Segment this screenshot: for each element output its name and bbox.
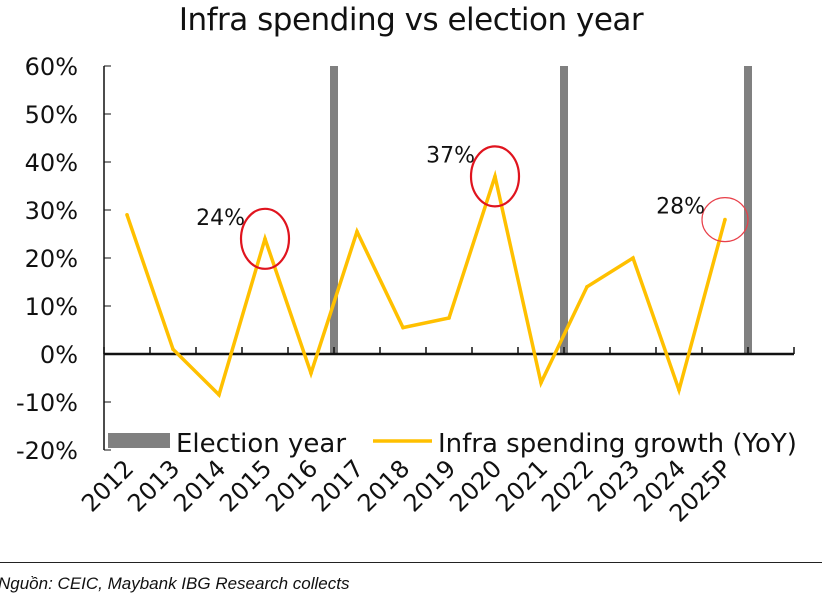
x-tick-label: 2013 bbox=[122, 454, 185, 517]
annotation-circle-2020 bbox=[469, 145, 521, 208]
x-tick-label: 2015 bbox=[214, 454, 277, 517]
legend-label-election-year: Election year bbox=[176, 429, 346, 459]
x-tick-label: 2022 bbox=[536, 454, 599, 517]
election-bar-2025P bbox=[744, 66, 752, 354]
data-point-2019 bbox=[447, 316, 451, 320]
source-note: Nguồn: CEIC, Maybank IBG Research collec… bbox=[0, 574, 350, 593]
y-tick-label: 50% bbox=[25, 101, 78, 129]
data-point-2015 bbox=[263, 237, 267, 241]
x-tick-label: 2014 bbox=[168, 454, 231, 517]
source-divider bbox=[0, 562, 822, 563]
x-tick-label: 2023 bbox=[582, 454, 645, 517]
data-point-2024 bbox=[677, 388, 681, 392]
annotation-label-2020: 37% bbox=[426, 143, 475, 168]
data-point-2021 bbox=[539, 381, 543, 385]
y-tick-label: 30% bbox=[25, 197, 78, 225]
series-line-infra-spending bbox=[125, 169, 727, 399]
y-tick-label: -20% bbox=[16, 437, 78, 465]
election-bar-2021 bbox=[560, 66, 568, 354]
data-point-2022 bbox=[585, 285, 589, 289]
data-point-2018 bbox=[401, 325, 405, 330]
data-point-2020 bbox=[493, 174, 497, 179]
data-point-2016 bbox=[309, 371, 313, 376]
data-point-2014 bbox=[217, 393, 221, 397]
x-tick-label: 2019 bbox=[398, 454, 461, 517]
data-point-2025P bbox=[723, 217, 727, 222]
y-tick-label: 40% bbox=[25, 149, 78, 177]
annotation-circle-2025P bbox=[701, 197, 749, 243]
y-tick-label: 10% bbox=[25, 293, 78, 321]
x-tick-label: 2016 bbox=[260, 454, 323, 517]
x-tick-label: 2020 bbox=[444, 454, 507, 517]
data-point-2012 bbox=[125, 213, 129, 217]
election-bar-2016 bbox=[330, 66, 338, 354]
data-point-2017 bbox=[355, 229, 359, 234]
x-tick-label: 2021 bbox=[490, 454, 553, 517]
data-point-2023 bbox=[631, 256, 635, 260]
x-tick-label: 2012 bbox=[76, 454, 139, 517]
x-tick-label: 2018 bbox=[352, 454, 415, 517]
chart-plot: 60% 50% 40% 30% 20% 10% 0% -10% -20% 24% 37% 28% 201… bbox=[16, 53, 797, 528]
y-tick-label: 60% bbox=[25, 53, 78, 81]
data-point-2013 bbox=[171, 347, 175, 352]
chart-title: Infra spending vs election year bbox=[178, 2, 644, 38]
x-tick-label: 2017 bbox=[306, 454, 369, 517]
annotation-label-2015: 24% bbox=[196, 206, 245, 231]
y-tick-label: 20% bbox=[25, 245, 78, 273]
y-tick-label: -10% bbox=[16, 389, 78, 417]
legend-label-infra-spending: Infra spending growth (YoY) bbox=[438, 429, 797, 459]
annotation-label-2025P: 28% bbox=[656, 195, 705, 220]
y-tick-label: 0% bbox=[40, 341, 78, 369]
annotation-circle-2015 bbox=[239, 207, 291, 270]
legend-swatch-election-year bbox=[108, 433, 170, 448]
